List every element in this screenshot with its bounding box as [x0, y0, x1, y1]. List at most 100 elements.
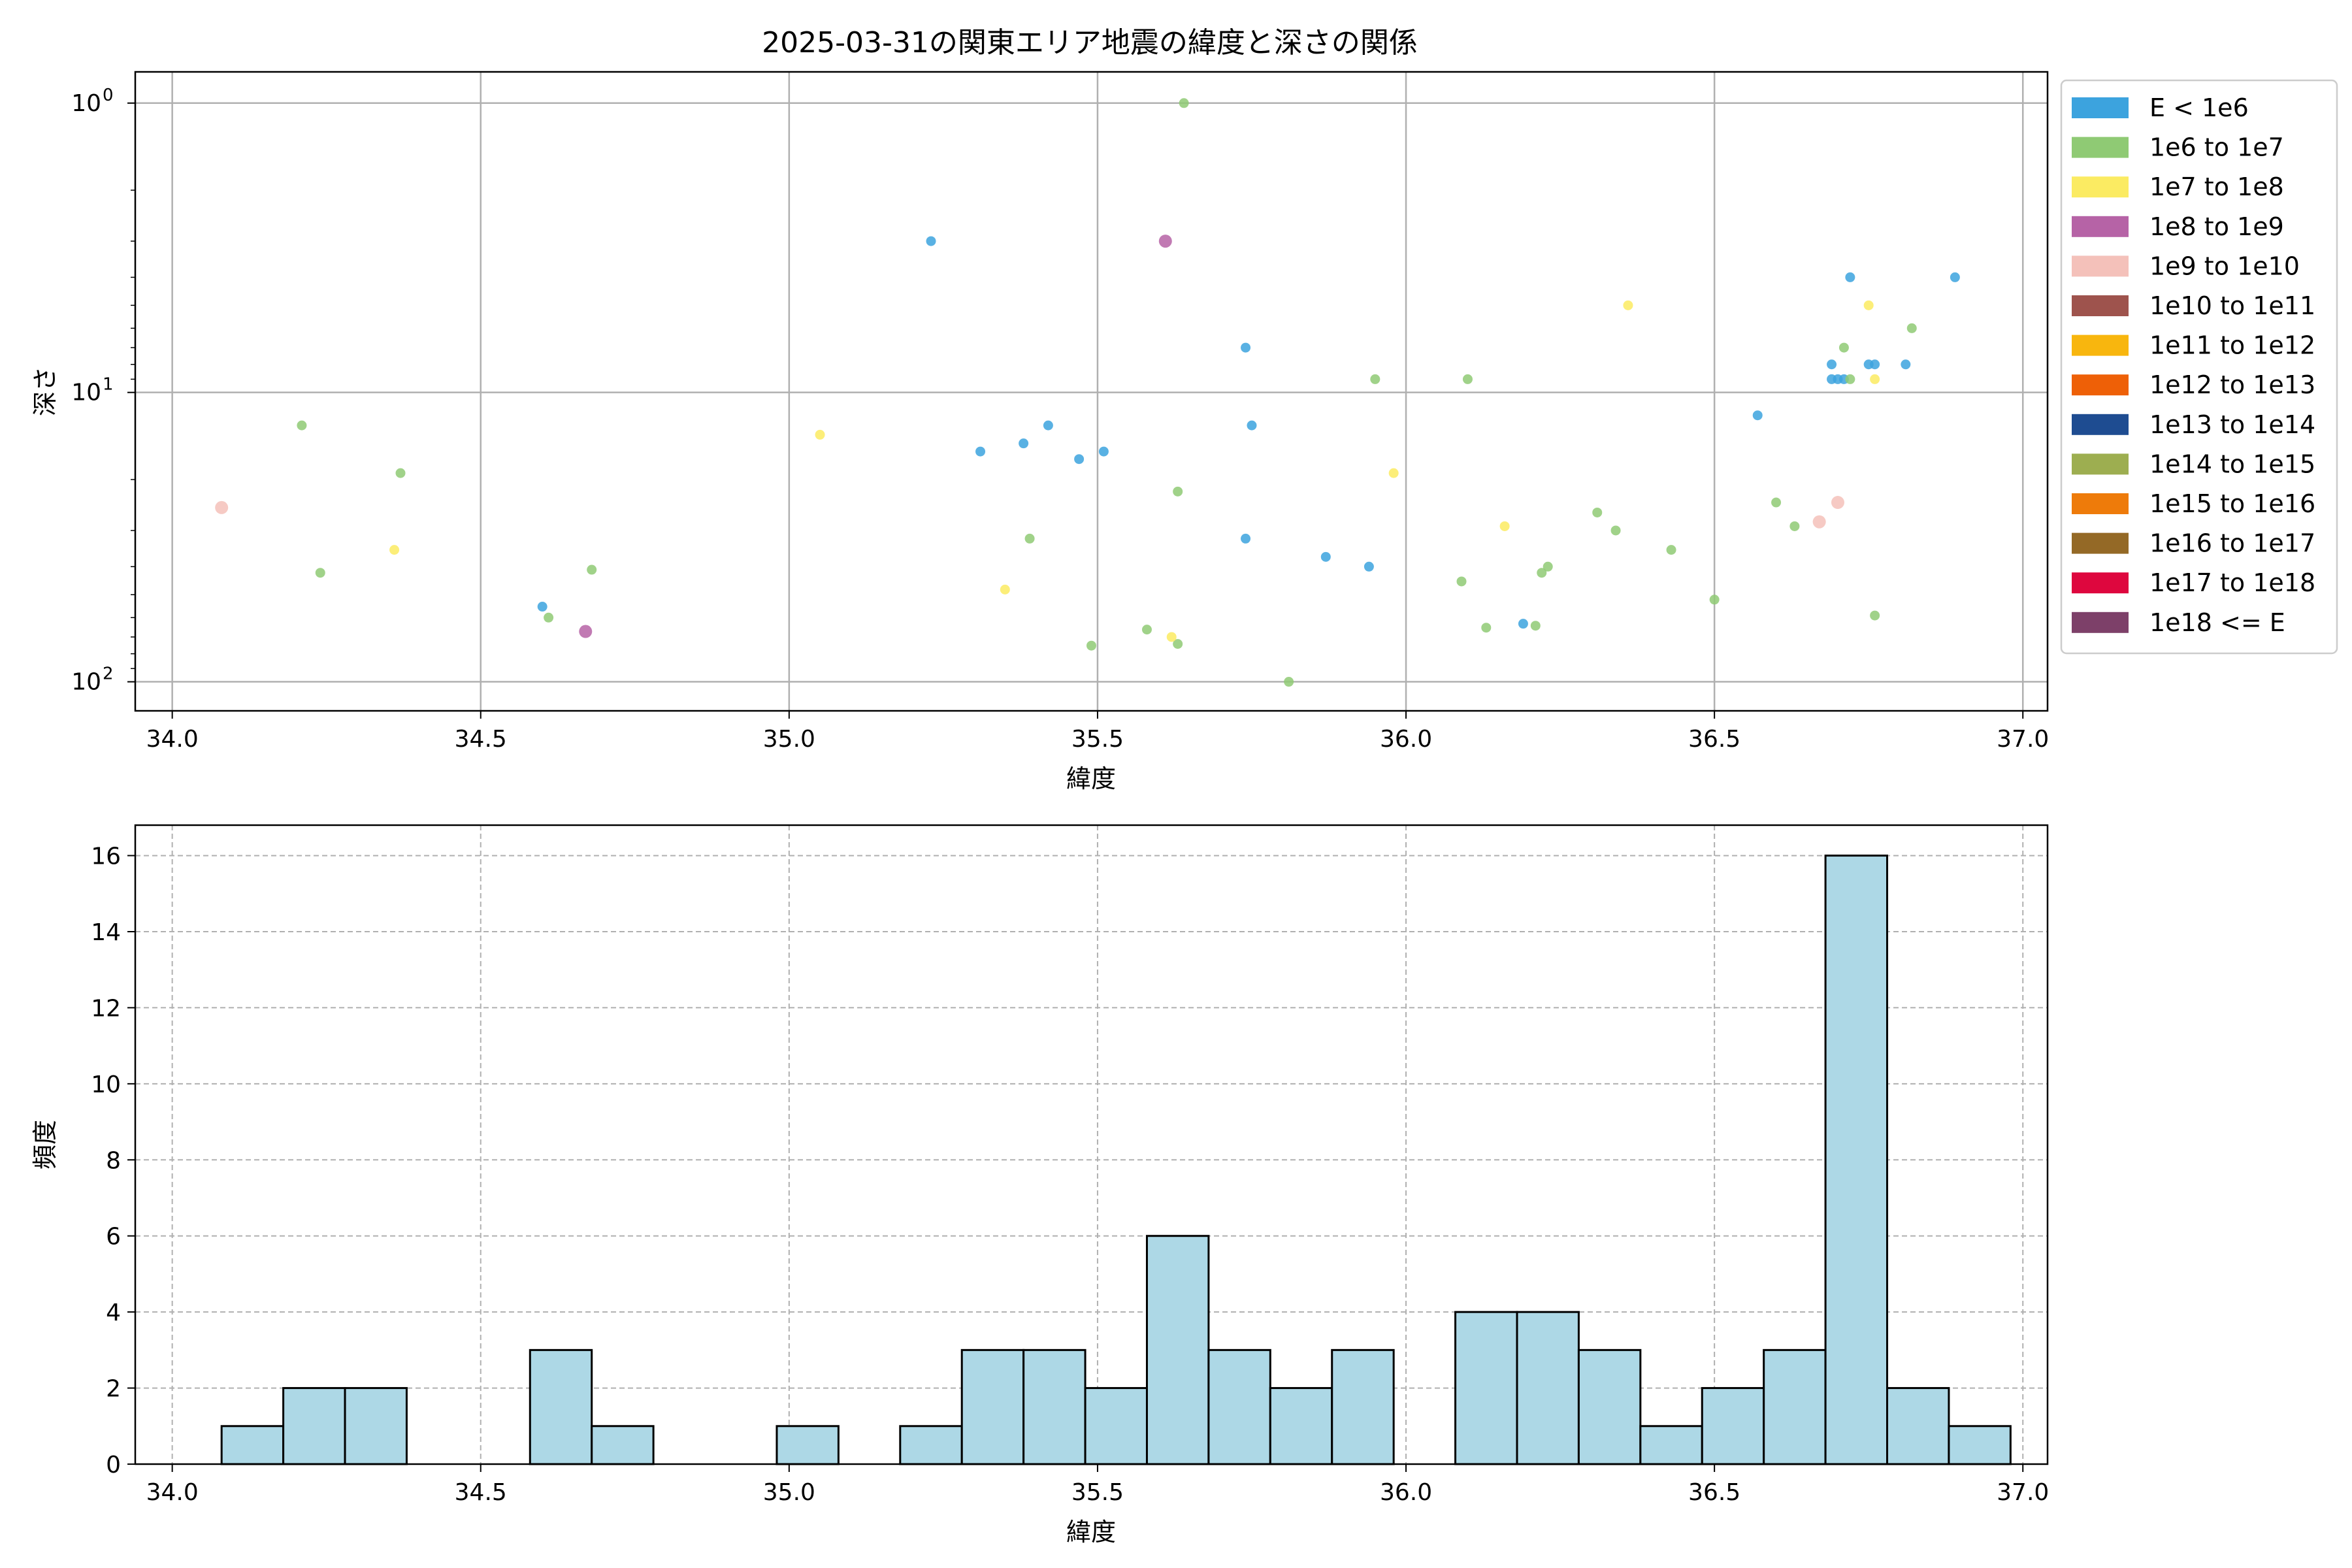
scatter-point	[1388, 468, 1399, 478]
scatter-point	[537, 602, 547, 612]
scatter-point	[1838, 342, 1849, 353]
scatter-y-tick-exponent: 0	[103, 86, 114, 105]
histogram-bar	[1886, 1387, 1950, 1465]
scatter-x-tick-label: 36.5	[1688, 726, 1740, 753]
histogram-bar	[344, 1387, 408, 1465]
scatter-point	[1530, 621, 1541, 631]
scatter-x-tick-label: 34.0	[146, 726, 199, 753]
scatter-y-tick-label: 10	[71, 380, 101, 406]
scatter-y-tick-exponent: 2	[103, 664, 114, 684]
scatter-point	[1481, 623, 1492, 633]
scatter-point	[1320, 551, 1331, 562]
scatter-point	[1158, 235, 1172, 248]
histogram-y-tick-label: 2	[106, 1376, 121, 1403]
scatter-point	[1141, 625, 1152, 635]
scatter-grid	[135, 72, 2048, 711]
legend: E < 1e6 1e6 to 1e7 1e7 to 1e8 1e8 to 1e9 1e9…	[2060, 79, 2338, 655]
histogram-bar	[1022, 1348, 1086, 1465]
scatter-point	[1845, 272, 1855, 282]
histogram-bar	[1084, 1387, 1148, 1465]
legend-swatch	[2072, 97, 2129, 118]
histogram-bar	[1701, 1387, 1765, 1465]
histogram-bar	[1207, 1348, 1271, 1465]
histogram-x-tick-label: 34.5	[455, 1479, 507, 1506]
scatter-point	[1666, 545, 1676, 555]
legend-swatch	[2072, 493, 2129, 514]
scatter-y-tick-label: 10	[71, 669, 101, 696]
scatter-point	[395, 468, 406, 478]
histogram-bar	[529, 1348, 593, 1465]
legend-label: 1e10 to 1e11	[2149, 291, 2315, 320]
histogram-x-tick-label: 34.0	[146, 1479, 199, 1506]
legend-label: 1e11 to 1e12	[2149, 331, 2315, 360]
scatter-point	[1173, 486, 1183, 497]
scatter-point	[1241, 342, 1251, 353]
histogram-y-axis-label: 頻度	[31, 1120, 59, 1169]
scatter-point	[1845, 374, 1855, 384]
histogram-bars	[220, 855, 2012, 1465]
scatter-point	[1812, 515, 1826, 529]
scatter-point	[1462, 374, 1473, 384]
scatter-point	[215, 500, 229, 514]
histogram-y-tick-label: 0	[106, 1452, 121, 1478]
scatter-point	[1709, 595, 1720, 605]
histogram-bar	[1763, 1348, 1827, 1465]
histogram-bar	[899, 1425, 963, 1465]
histogram-grid	[135, 825, 2048, 1465]
legend-swatch	[2072, 216, 2129, 237]
scatter-point	[1179, 98, 1189, 108]
scatter-point	[1771, 497, 1782, 508]
scatter-point	[1173, 639, 1183, 649]
scatter-point	[1906, 323, 1917, 333]
legend-swatch	[2072, 176, 2129, 198]
scatter-point	[1000, 584, 1010, 595]
histogram-y-tick-label: 16	[91, 843, 121, 870]
legend-frame	[2060, 79, 2338, 655]
scatter-point	[1024, 533, 1035, 544]
scatter-point	[1831, 496, 1844, 510]
legend-swatch	[2072, 572, 2129, 594]
scatter-point	[1364, 561, 1374, 572]
scatter-point	[579, 625, 593, 638]
legend-swatch	[2072, 137, 2129, 158]
histogram-y-tick-label: 12	[91, 995, 121, 1022]
scatter-x-axis-label: 緯度	[1066, 764, 1116, 793]
histogram-x-tick-label: 35.5	[1071, 1479, 1124, 1506]
scatter-point	[1789, 521, 1800, 531]
scatter-y-axis-label: 深さ	[31, 367, 59, 416]
scatter-plot-frame	[134, 71, 2049, 712]
scatter-point	[1370, 374, 1380, 384]
scatter-point	[1950, 272, 1960, 282]
histogram-y-tick-label: 8	[106, 1147, 121, 1174]
legend-swatch	[2072, 295, 2129, 316]
scatter-point	[1537, 568, 1547, 578]
legend-label: 1e12 to 1e13	[2149, 370, 2315, 399]
legend-label: 1e13 to 1e14	[2149, 410, 2315, 439]
legend-swatch	[2072, 532, 2129, 554]
legend-swatch	[2072, 453, 2129, 475]
histogram-bar	[776, 1425, 840, 1465]
scatter-point	[1827, 359, 1837, 370]
scatter-point	[297, 420, 307, 431]
scatter-point	[1241, 533, 1251, 544]
scatter-point	[1086, 640, 1096, 651]
histogram-plot-frame	[134, 824, 2049, 1465]
histogram-bar	[220, 1425, 285, 1465]
scatter-point	[389, 545, 400, 555]
histogram-bar	[960, 1348, 1025, 1465]
legend-label: 1e9 to 1e10	[2149, 252, 2300, 280]
legend-label: 1e18 <= E	[2149, 608, 2285, 637]
legend-label: 1e7 to 1e8	[2149, 172, 2284, 201]
histogram-bar	[1269, 1387, 1333, 1465]
scatter-point	[1901, 359, 1911, 370]
histogram-bar	[1824, 855, 1889, 1465]
legend-label: 1e8 to 1e9	[2149, 212, 2284, 241]
histogram-bar	[1577, 1348, 1642, 1465]
legend-label: 1e16 to 1e17	[2149, 529, 2315, 558]
scatter-point	[1456, 576, 1467, 587]
legend-label: E < 1e6	[2149, 93, 2249, 122]
scatter-points	[215, 98, 1960, 687]
histogram-y-tick-label: 6	[106, 1224, 121, 1250]
histogram-ticks: 34.0 34.5 35.0 35.5 36.0 36.5 37.0 0 2 4 6 8 10 12 14 1…	[91, 843, 2049, 1506]
